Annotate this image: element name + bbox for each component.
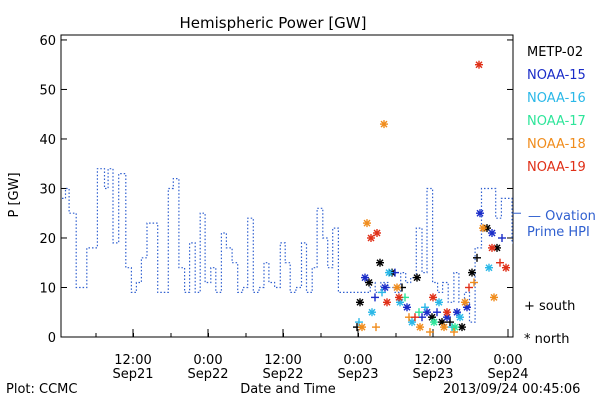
marker-noaa-19-north — [475, 60, 483, 69]
y-axis: 0 10 20 30 40 50 60 — [39, 34, 513, 346]
marker-noaa-15-north — [361, 273, 369, 282]
marker-noaa-18-north — [461, 298, 469, 307]
symbol-key-north: * north — [524, 332, 570, 347]
marker-noaa-18-north — [440, 323, 448, 332]
ovation-label-line1: — Ovation — [528, 209, 596, 224]
x-tick-date: Sep21 — [112, 367, 153, 382]
marker-noaa-18-south — [450, 328, 458, 336]
marker-noaa-19-south — [411, 313, 419, 322]
y-tick-label: 0 — [48, 331, 56, 346]
marker-noaa-15-south — [371, 293, 379, 302]
legend-entry: NOAA-19 — [527, 160, 586, 175]
marker-noaa-19-north — [383, 298, 391, 307]
marker-metp-02-north — [413, 273, 421, 282]
marker-noaa-18-north — [490, 293, 498, 302]
y-tick-label: 10 — [39, 281, 56, 296]
marker-noaa-16-north — [435, 298, 443, 307]
marker-noaa-19-north — [395, 293, 403, 302]
y-tick-label: 30 — [39, 182, 56, 197]
marker-noaa-19-north — [367, 234, 375, 242]
marker-noaa-18-north — [479, 224, 487, 233]
marker-noaa-15-north — [381, 283, 389, 292]
marker-noaa-16-north — [456, 313, 464, 322]
x-tick-time: 12:00 — [264, 353, 301, 368]
legend-entry: NOAA-15 — [527, 68, 586, 83]
marker-noaa-18-north — [358, 323, 366, 332]
footer-source: Plot: CCMC — [6, 382, 77, 397]
marker-noaa-19-north — [373, 229, 381, 237]
marker-noaa-16-north — [368, 308, 376, 317]
marker-noaa-18-north — [363, 219, 371, 228]
x-tick-date: Sep22 — [262, 367, 303, 382]
marker-metp-02-south — [473, 253, 481, 262]
marker-noaa-17-north — [451, 323, 459, 332]
y-axis-label: P [GW] — [7, 172, 22, 217]
chart-title: Hemispheric Power [GW] — [180, 14, 367, 32]
plot-frame — [60, 34, 514, 338]
marker-metp-02-north — [356, 298, 364, 307]
marker-noaa-16-north — [485, 263, 493, 272]
marker-noaa-18-north — [416, 323, 424, 332]
x-tick-date: Sep22 — [187, 367, 228, 382]
legend-entry: NOAA-17 — [527, 114, 586, 129]
marker-noaa-15-north — [423, 308, 431, 317]
marker-noaa-15-north — [476, 209, 484, 218]
footer-timestamp: 2013/09/24 00:45:06 — [443, 382, 580, 397]
x-tick-date: Sep23 — [337, 367, 378, 382]
marker-noaa-15-north — [488, 229, 496, 237]
x-tick-date: Sep23 — [412, 367, 453, 382]
marker-noaa-16-north — [385, 268, 393, 277]
y-tick-label: 20 — [39, 232, 56, 247]
marker-noaa-18-north — [393, 283, 401, 292]
marker-noaa-16-south — [421, 303, 429, 312]
marker-metp-02-north — [376, 258, 384, 267]
satellite-markers — [353, 60, 510, 336]
marker-noaa-18-south — [470, 278, 478, 287]
legend-entry: METP-02 — [527, 45, 583, 60]
marker-noaa-16-south — [378, 288, 386, 297]
marker-noaa-19-north — [488, 243, 496, 252]
legend-entry: NOAA-16 — [527, 91, 586, 106]
y-tick-label: 60 — [39, 34, 56, 49]
marker-noaa-15-north — [443, 313, 451, 322]
marker-noaa-19-south — [496, 258, 504, 267]
x-tick-time: 0:00 — [193, 353, 222, 368]
marker-noaa-15-south — [418, 313, 426, 322]
x-tick-date: Sep24 — [487, 367, 528, 382]
legend-entry: NOAA-18 — [527, 137, 586, 152]
marker-metp-02-north — [468, 268, 476, 277]
ovation-hpi-line — [62, 168, 513, 323]
marker-noaa-19-north — [429, 293, 437, 302]
x-tick-time: 0:00 — [493, 353, 522, 368]
marker-noaa-15-south — [433, 308, 441, 317]
marker-metp-02-north — [458, 323, 466, 332]
y-tick-label: 40 — [39, 133, 56, 148]
marker-noaa-18-south — [372, 323, 380, 332]
marker-noaa-18-south — [426, 328, 434, 336]
x-tick-time: 0:00 — [343, 353, 372, 368]
x-tick-time: 12:00 — [414, 353, 451, 368]
marker-noaa-17-south — [415, 308, 423, 317]
marker-noaa-15-south — [498, 234, 506, 242]
marker-noaa-19-north — [502, 263, 510, 272]
marker-noaa-19-south — [465, 283, 473, 292]
marker-noaa-15-north — [403, 303, 411, 312]
marker-noaa-18-north — [380, 120, 388, 129]
ovation-label-line2: Prime HPI — [527, 225, 590, 240]
x-axis: 12:00Sep210:00Sep2212:00Sep220:00Sep2312… — [95, 329, 529, 382]
marker-noaa-17-north — [430, 318, 438, 327]
marker-noaa-19-north — [443, 308, 451, 317]
marker-noaa-16-north — [408, 318, 416, 327]
y-tick-label: 50 — [39, 83, 56, 98]
symbol-key-south: + south — [524, 299, 575, 314]
legend: METP-02 NOAA-15 NOAA-16 NOAA-17 NOAA-18 NOAA-… — [527, 45, 586, 175]
x-axis-label: Date and Time — [240, 382, 336, 397]
x-tick-time: 12:00 — [114, 353, 151, 368]
